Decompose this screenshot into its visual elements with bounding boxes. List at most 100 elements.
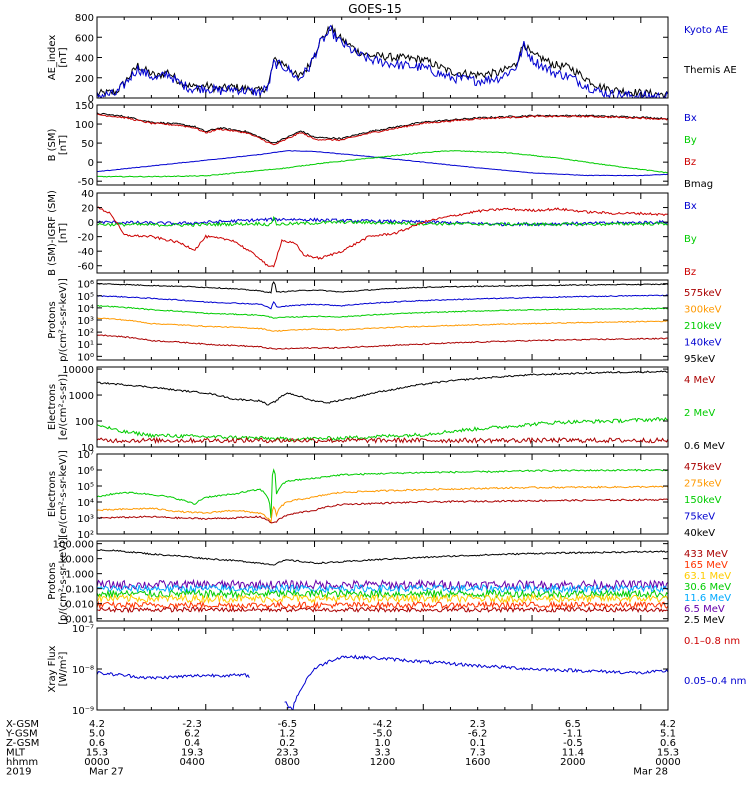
- ephem-value: 3.3: [375, 748, 391, 759]
- y-tick-label: 0.001: [65, 615, 94, 626]
- series-by: [97, 215, 668, 228]
- legend-entry: Bz: [684, 157, 696, 168]
- ephem-value: -1.1: [563, 729, 583, 740]
- ephem-value: 0.4: [184, 738, 200, 749]
- ephem-value: 0000: [655, 757, 680, 768]
- ephem-row-label: hhmm: [6, 757, 38, 768]
- y-tick-label: 10000: [62, 365, 94, 376]
- ephem-value: 0000: [84, 757, 109, 768]
- series-group: [97, 112, 668, 178]
- ephem-value: 6.2: [184, 729, 200, 740]
- y-tick-label: 10⁴: [77, 498, 94, 509]
- series-210kev: [97, 305, 668, 319]
- y-axis-label: [nT]: [58, 223, 69, 243]
- legend-entry: 150keV: [684, 495, 722, 506]
- series-2.5-mev: [97, 549, 668, 566]
- legend-entry: 475keV: [684, 462, 722, 473]
- y-tick-label: 10³: [77, 316, 94, 327]
- panel-2: -50 0 50 100 150 B (SM) [nT] Bx By Bz Bmag: [47, 101, 713, 190]
- legend-entry: 300keV: [684, 305, 722, 316]
- series-150kev: [97, 468, 668, 518]
- ephem-value: 0400: [179, 757, 204, 768]
- y-axis-label: [e/(cm²-s-sr-keV)]: [58, 450, 69, 538]
- series-themis-ae: [97, 24, 668, 98]
- y-axis-label: Protons: [47, 562, 58, 599]
- series-575kev: [97, 334, 668, 350]
- y-tick-label: 10⁴: [77, 304, 94, 315]
- y-axis-label: [nT]: [58, 47, 69, 67]
- series-bx: [97, 217, 668, 227]
- y-tick-label: 10⁵: [77, 482, 94, 493]
- ephem-value: -5.0: [373, 729, 393, 740]
- y-axis-label: Xray Flux: [47, 645, 58, 692]
- legend-entry: 0.05–0.4 nm: [684, 676, 746, 687]
- ephem-value: 0800: [275, 757, 300, 768]
- ephem-value: -2.3: [182, 719, 202, 730]
- ephem-value: 19.3: [181, 748, 203, 759]
- panel-8: 10⁻⁹ 10⁻⁸ 10⁻⁷ Xray Flux [W/m²] 0.1–0.8 nm 0.0…: [47, 624, 746, 717]
- y-tick-label: -20: [78, 233, 94, 244]
- legend-entry: 2 MeV: [684, 408, 715, 419]
- ephem-value: 1.0: [375, 738, 391, 749]
- panel-frame: [96, 192, 669, 274]
- y-tick-label: 10.000: [59, 555, 94, 566]
- legend-entry: By: [684, 135, 697, 146]
- series-bz: [97, 113, 668, 146]
- ephem-value: -6.5: [278, 719, 298, 730]
- y-tick-label: 0.100: [65, 585, 94, 596]
- y-tick-label: 0.010: [65, 600, 94, 611]
- legend-entry: 11.6 MeV: [684, 593, 731, 604]
- legend-entry: 2.5 MeV: [684, 615, 725, 626]
- ephem-row-label: X-GSM: [6, 719, 39, 730]
- y-axis-label: [nT]: [58, 135, 69, 155]
- y-tick-label: 10⁰: [77, 352, 94, 363]
- ephem-value: 0.1: [470, 738, 486, 749]
- panel-3: -60 -40 -20 0 20 40 B (SM)-IGRF (SM) [nT] Bx By Bz: [47, 189, 697, 278]
- y-axis-label: [W/m²]: [58, 651, 69, 686]
- series-140kev: [97, 294, 668, 310]
- y-tick-label: -60: [78, 262, 94, 273]
- y-axis-label: Protons: [47, 301, 58, 338]
- legend-entry: 0.1–0.8 nm: [684, 636, 740, 647]
- y-tick-label: 200: [75, 74, 94, 85]
- legend-entry: 275keV: [684, 479, 722, 490]
- panel-1: 0 200 400 600 800 AE_index [nT] Kyoto AE Themis …: [47, 13, 737, 105]
- y-tick-label: 10¹: [77, 340, 94, 351]
- ephem-value: 5.1: [660, 729, 676, 740]
- y-axis-label: AE_index: [47, 35, 58, 81]
- y-tick-label: 0: [88, 158, 94, 169]
- series-0.05–0.4-nm: [97, 654, 668, 710]
- series-group: [97, 206, 668, 268]
- y-tick-label: 10⁵: [77, 292, 94, 303]
- series-bmag: [97, 112, 668, 144]
- legend-entry: 63.1 MeV: [684, 571, 731, 582]
- ephem-value: 11.4: [562, 748, 584, 759]
- series-by: [97, 150, 668, 178]
- y-axis-label: [e/(cm²-s-sr)]: [58, 374, 69, 440]
- y-tick-label: 0: [88, 94, 94, 105]
- ephem-value: 1600: [465, 757, 490, 768]
- y-tick-label: 100: [75, 417, 94, 428]
- ephemeris-table: X-GSM 4.2 -2.3 -6.5 -4.2 2.3 6.5 4.2 Y-GSM 5.0 6.2…: [5, 719, 681, 778]
- series-433-mev: [97, 606, 668, 614]
- ephem-year: 2019: [6, 767, 31, 778]
- legend-entry: Bx: [684, 201, 697, 212]
- y-tick-label: 20: [81, 204, 94, 215]
- series-kyoto-ae: [97, 24, 668, 98]
- ephem-value: 6.5: [565, 719, 581, 730]
- y-tick-label: 150: [75, 101, 94, 112]
- ephem-value: -4.2: [373, 719, 393, 730]
- y-tick-label: 10⁷: [77, 450, 94, 461]
- legend-entry: Kyoto AE: [684, 25, 728, 36]
- ephem-value: 4.2: [89, 719, 105, 730]
- panel-frame: [96, 453, 669, 535]
- legend-entry: 165 MeV: [684, 560, 728, 571]
- ephem-value: 1.2: [279, 729, 295, 740]
- legend-entry: Bx: [684, 113, 697, 124]
- ephem-value: 15.3: [657, 748, 679, 759]
- legend-entry: By: [684, 234, 697, 245]
- y-tick-label: 0: [88, 218, 94, 229]
- y-tick-label: 10⁻⁹: [72, 706, 94, 717]
